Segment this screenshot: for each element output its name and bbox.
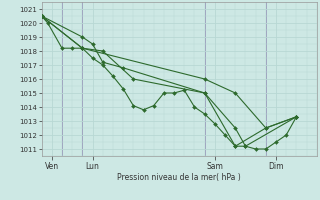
X-axis label: Pression niveau de la mer( hPa ): Pression niveau de la mer( hPa ) — [117, 173, 241, 182]
